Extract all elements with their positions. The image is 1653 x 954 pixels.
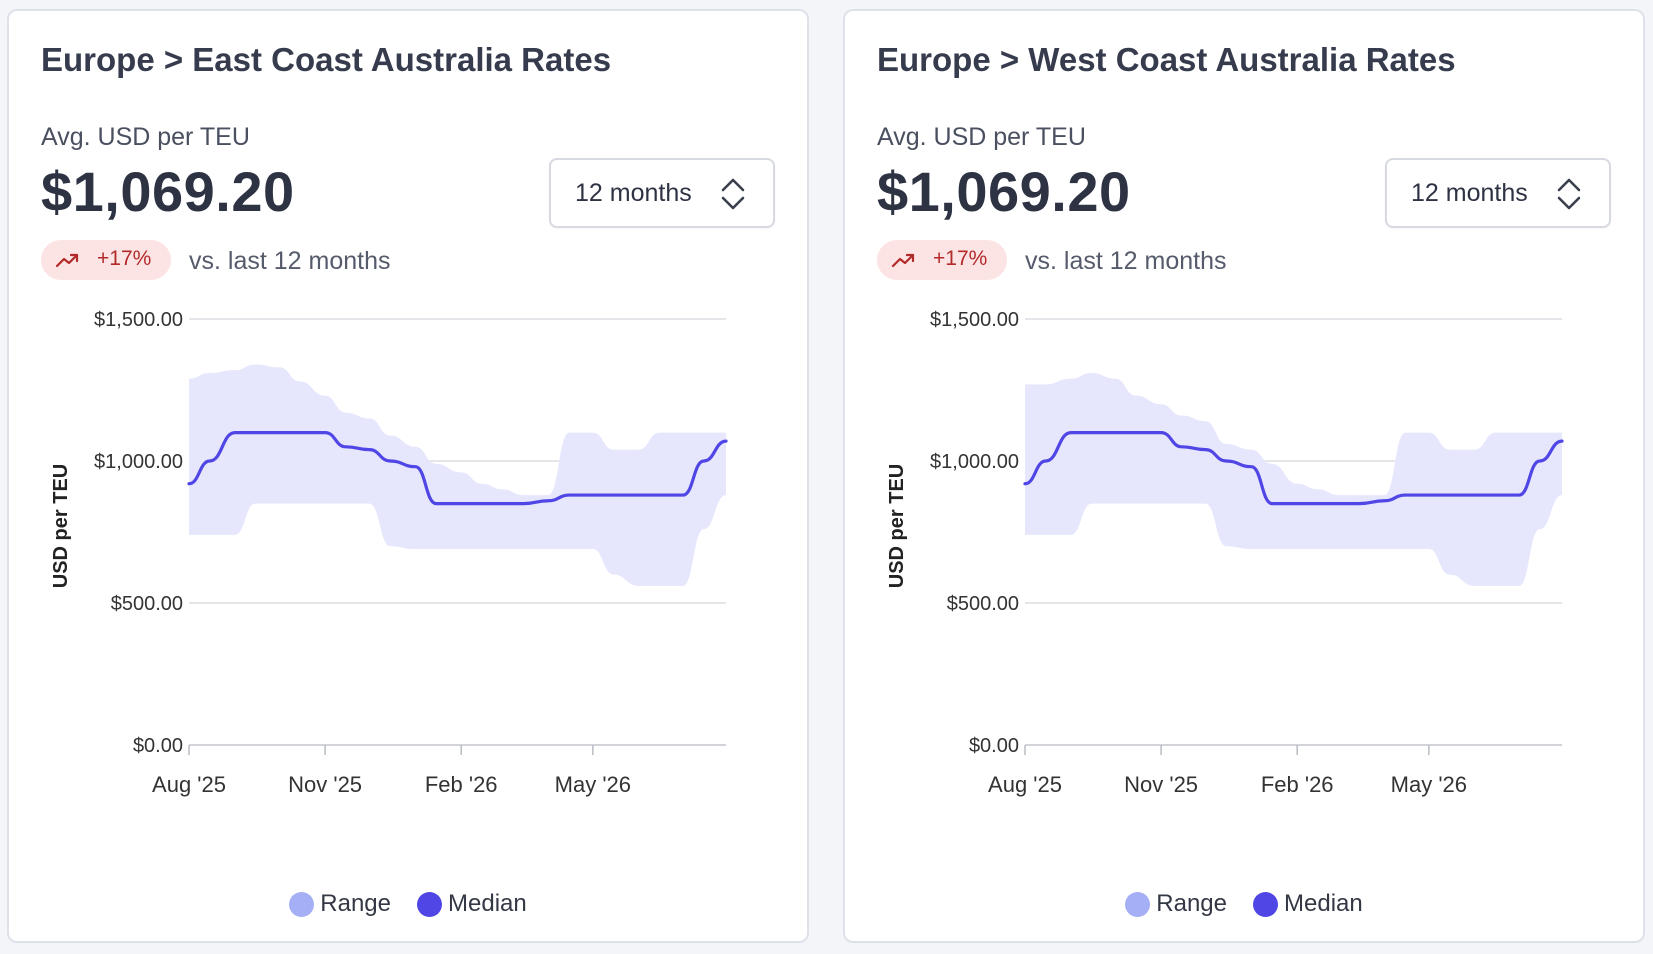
- rate-chart: $0.00 $500.00 $1,000.00 $1,500.00 Aug '25 Nov…: [50, 309, 728, 797]
- chevron-up-down-icon: [1557, 178, 1581, 210]
- y-tick-label: $1,500.00: [930, 309, 1019, 331]
- rate-card-west-coast: Europe > West Coast Australia Rates Avg.…: [843, 9, 1645, 943]
- legend-label-median: Median: [448, 890, 527, 917]
- x-tick-label: Aug '25: [988, 772, 1062, 797]
- y-axis-label: USD per TEU: [886, 464, 908, 588]
- rate-chart: $0.00 $500.00 $1,000.00 $1,500.00 Aug '25 Nov…: [886, 309, 1564, 797]
- change-compare-text: vs. last 12 months: [189, 247, 391, 275]
- change-percent: +17%: [97, 247, 152, 270]
- median-swatch: [1253, 891, 1278, 917]
- range-swatch: [289, 891, 315, 917]
- y-tick-label: $500.00: [947, 593, 1019, 615]
- range-band: [1025, 372, 1562, 586]
- card-title: Europe > East Coast Australia Rates: [41, 41, 612, 78]
- x-tick-label: Feb '26: [1261, 772, 1334, 797]
- range-band: [189, 364, 726, 586]
- chart-legend: Range Median: [9, 886, 807, 922]
- legend-label-median: Median: [1284, 890, 1363, 917]
- trending-up-icon: [55, 253, 79, 268]
- median-line: [1023, 431, 1564, 506]
- chevron-up-down-icon: [721, 178, 745, 210]
- x-tick-label: Feb '26: [425, 772, 498, 797]
- legend-item-median[interactable]: Median: [417, 890, 527, 918]
- average-rate-value: $1,069.20: [41, 160, 295, 223]
- y-tick-label: $0.00: [133, 735, 183, 757]
- y-tick-label: $0.00: [969, 735, 1019, 757]
- y-tick-label: $1,000.00: [930, 451, 1019, 473]
- period-select[interactable]: 12 months: [1385, 158, 1611, 228]
- y-tick-label: $500.00: [111, 593, 183, 615]
- card-subtitle: Avg. USD per TEU: [877, 123, 1086, 151]
- change-badge: +17%: [41, 240, 171, 280]
- average-rate-value: $1,069.20: [877, 160, 1131, 223]
- card-subtitle: Avg. USD per TEU: [41, 123, 250, 151]
- trending-up-icon: [891, 253, 915, 268]
- change-percent: +17%: [933, 247, 988, 270]
- legend-label-range: Range: [1156, 890, 1227, 917]
- period-select[interactable]: 12 months: [549, 158, 775, 228]
- y-tick-label: $1,000.00: [94, 451, 183, 473]
- x-tick-label: May '26: [555, 772, 631, 797]
- median-swatch: [417, 891, 442, 917]
- x-tick-label: Nov '25: [288, 772, 362, 797]
- change-badge: +17%: [877, 240, 1007, 280]
- legend-item-range[interactable]: Range: [289, 890, 391, 918]
- legend-item-median[interactable]: Median: [1253, 890, 1363, 918]
- median-line: [187, 431, 728, 506]
- y-axis-label: USD per TEU: [50, 464, 72, 588]
- range-swatch: [1125, 891, 1151, 917]
- x-tick-label: May '26: [1391, 772, 1467, 797]
- card-title: Europe > West Coast Australia Rates: [877, 41, 1456, 78]
- rate-card-east-coast: Europe > East Coast Australia Rates Avg.…: [7, 9, 809, 943]
- period-select-value: 12 months: [575, 179, 692, 207]
- legend-label-range: Range: [320, 890, 391, 917]
- period-select-value: 12 months: [1411, 179, 1528, 207]
- chart-legend: Range Median: [845, 886, 1643, 922]
- x-tick-label: Nov '25: [1124, 772, 1198, 797]
- y-tick-label: $1,500.00: [94, 309, 183, 331]
- x-tick-label: Aug '25: [152, 772, 226, 797]
- legend-item-range[interactable]: Range: [1125, 890, 1227, 918]
- change-compare-text: vs. last 12 months: [1025, 247, 1227, 275]
